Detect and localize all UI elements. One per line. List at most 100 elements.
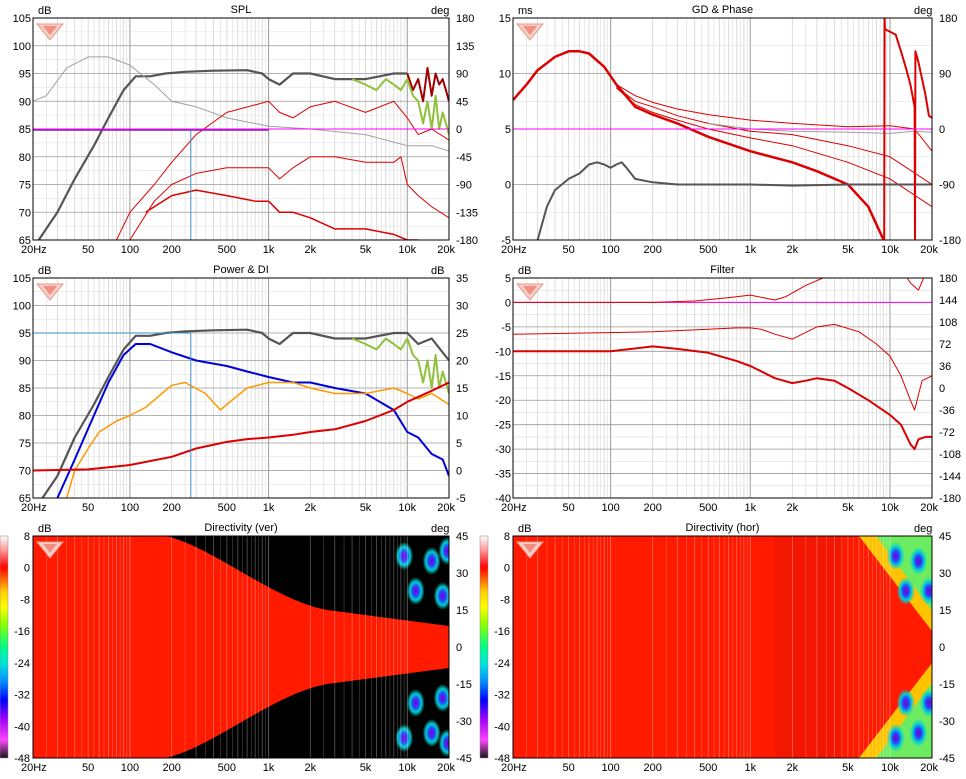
- series-line-0: [41, 328, 449, 498]
- freq-tick-label: 100: [121, 762, 139, 774]
- heatmap-lobe: [919, 577, 932, 605]
- y-tick-label-right: -5: [456, 493, 466, 505]
- series-line-4: [33, 381, 449, 472]
- heatmap-field: [33, 536, 449, 758]
- y-tick-label-left: 5: [505, 124, 511, 136]
- heatmap-lobe: [909, 719, 928, 747]
- freq-tick-label: 1k: [263, 762, 275, 774]
- y-axis-unit-right: deg: [914, 523, 932, 535]
- y-tick-label-right: 45: [456, 96, 468, 108]
- freq-tick-label: 5k: [842, 502, 854, 514]
- chart-title: SPL: [231, 4, 252, 16]
- freq-tick-label: 5k: [360, 244, 372, 256]
- freq-tick-label: 2k: [305, 502, 317, 514]
- series-line-0: [513, 50, 885, 240]
- freq-tick-label: 100: [601, 502, 619, 514]
- y-tick-label-left: 90: [19, 356, 31, 368]
- y-tick-label-left: 65: [19, 493, 31, 505]
- chart-panel: GD & Phase ms deg -5 0 5 10 15 -180 -90 0 90 180 20Hz…: [499, 4, 961, 256]
- freq-tick-label: 2k: [305, 762, 317, 774]
- freq-tick-label: 1k: [263, 244, 275, 256]
- y-tick-label-right: 35: [456, 273, 468, 285]
- freq-tick-label: 500: [699, 762, 717, 774]
- y-tick-label-left: 105: [13, 13, 31, 25]
- y-tick-label-right: -180: [939, 493, 961, 505]
- freq-tick-label: 5k: [842, 762, 854, 774]
- heatmap-lobe: [896, 577, 915, 605]
- freq-tick-label: 200: [162, 502, 180, 514]
- y-tick-label-right: 36: [939, 361, 951, 373]
- freq-tick-label: 20k: [437, 502, 455, 514]
- colorbar-tick-label: -8: [500, 594, 510, 606]
- freq-tick-label: 50: [82, 244, 94, 256]
- series-line-1: [616, 84, 932, 152]
- freq-tick-label: 50: [562, 244, 574, 256]
- freq-tick-label: 50: [562, 502, 574, 514]
- freq-tick-label: 50: [562, 762, 574, 774]
- y-tick-label-left: 80: [19, 411, 31, 423]
- series-line-2: [513, 323, 932, 411]
- y-tick-label-right: 10: [456, 411, 468, 423]
- y-tick-label-left: 80: [19, 152, 31, 164]
- plot-frame: [32, 17, 450, 241]
- y-tick-label-left: -20: [495, 395, 511, 407]
- heatmap-lobe: [886, 724, 905, 752]
- y-tick-label-left: 10: [499, 69, 511, 81]
- logo-icon: [35, 23, 65, 41]
- series-line-3: [65, 381, 449, 498]
- y-axis-unit-left: dB: [38, 5, 51, 17]
- y-tick-label-right: -30: [456, 716, 472, 728]
- series-line-3: [513, 345, 932, 451]
- y-tick-label-right: 5: [456, 438, 462, 450]
- y-tick-label-right: 30: [939, 568, 951, 580]
- freq-tick-label: 100: [121, 244, 139, 256]
- freq-tick-label: 10k: [881, 762, 899, 774]
- heatmap-lobe: [438, 537, 449, 565]
- y-tick-label-left: 75: [19, 438, 31, 450]
- heatmap-grid: [513, 536, 932, 758]
- y-axis-unit-left: dB: [38, 265, 51, 277]
- freq-tick-label: 10k: [881, 244, 899, 256]
- plot-frame: [32, 277, 450, 499]
- colorbar-tick-label: -32: [14, 690, 30, 702]
- plot-frame: [32, 535, 450, 759]
- y-axis-unit-left: dB: [518, 523, 531, 535]
- heatmap-lobe: [896, 689, 915, 717]
- y-tick-label-right: 45: [456, 531, 468, 543]
- y-tick-label-right: 180: [939, 273, 957, 285]
- colorbar-tick-label: 8: [24, 531, 30, 543]
- freq-tick-label: 20Hz: [501, 244, 527, 256]
- colorbar: [0, 535, 9, 759]
- freq-tick-label: 2k: [787, 244, 799, 256]
- freq-tick-label: 2k: [305, 244, 317, 256]
- heatmap-lobe: [909, 547, 928, 575]
- y-tick-label-right: -180: [456, 235, 478, 247]
- heatmap-lobe: [395, 724, 414, 752]
- y-tick-label-right: 45: [939, 531, 951, 543]
- y-tick-label-right: 15: [939, 605, 951, 617]
- y-tick-label-right: -135: [456, 207, 478, 219]
- heatmap-lobe: [886, 542, 905, 570]
- heatmap-field: [513, 536, 932, 758]
- series-line-4: [116, 100, 449, 240]
- series-line-3: [616, 87, 932, 208]
- freq-tick-label: 20k: [920, 244, 938, 256]
- freq-tick-label: 10k: [398, 502, 416, 514]
- y-tick-label-right: -30: [939, 716, 955, 728]
- freq-tick-label: 10k: [398, 244, 416, 256]
- y-tick-label-right: 180: [456, 13, 474, 25]
- y-axis-unit-left: dB: [518, 265, 531, 277]
- colorbar-tick-label: -48: [494, 753, 510, 765]
- y-tick-label-right: -15: [939, 679, 955, 691]
- y-tick-label-left: -40: [495, 493, 511, 505]
- freq-tick-label: 500: [699, 502, 717, 514]
- y-tick-label-left: 100: [13, 301, 31, 313]
- y-tick-label-right: 180: [939, 13, 957, 25]
- y-tick-label-left: 85: [19, 124, 31, 136]
- y-axis-unit-left: dB: [38, 523, 51, 535]
- freq-tick-label: 100: [601, 762, 619, 774]
- y-tick-label-right: -108: [939, 449, 961, 461]
- heatmap-lobe: [433, 582, 449, 610]
- freq-tick-label: 20Hz: [501, 762, 527, 774]
